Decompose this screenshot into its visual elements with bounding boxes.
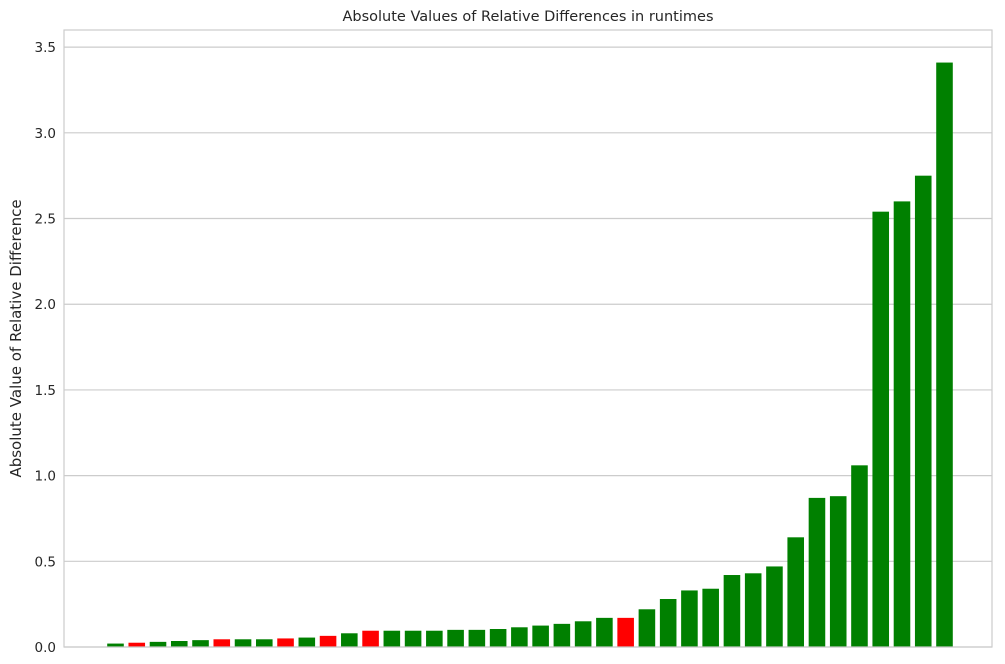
bar xyxy=(829,496,847,647)
y-tick-label: 0.0 xyxy=(35,640,56,656)
bar xyxy=(107,643,124,647)
bar xyxy=(362,630,379,647)
y-tick-label: 0.5 xyxy=(35,554,56,570)
bar xyxy=(298,637,316,647)
bar xyxy=(149,641,167,647)
y-tick-label: 1.5 xyxy=(35,383,56,399)
y-tick-label: 1.0 xyxy=(35,469,56,485)
bar xyxy=(341,633,358,647)
bar xyxy=(596,617,613,647)
bar xyxy=(404,630,422,647)
bar xyxy=(787,537,804,647)
bar xyxy=(532,625,549,647)
bar xyxy=(277,638,294,647)
bar xyxy=(766,566,783,647)
bar xyxy=(914,175,932,647)
bars xyxy=(107,62,953,648)
y-tick-label: 2.5 xyxy=(35,212,56,228)
bar xyxy=(511,627,528,647)
plot-frame xyxy=(63,29,993,648)
bar xyxy=(659,599,677,647)
bar xyxy=(170,641,188,647)
y-tick-labels: 0.0 0.5 1.0 1.5 2.0 2.5 3.0 3.5 xyxy=(35,40,56,656)
bar xyxy=(893,201,911,647)
bar xyxy=(872,211,890,648)
y-tick-label: 2.0 xyxy=(35,297,56,313)
bar xyxy=(468,629,486,647)
bar xyxy=(617,617,634,647)
bar xyxy=(256,639,273,647)
bar xyxy=(213,639,231,647)
bar xyxy=(744,573,762,647)
bar xyxy=(319,635,337,647)
bar xyxy=(383,630,401,647)
bar xyxy=(192,640,209,647)
bar xyxy=(936,62,953,648)
y-axis-label: Absolute Value of Relative Difference xyxy=(7,199,25,477)
bar xyxy=(489,629,507,647)
bar xyxy=(681,590,698,647)
chart-title: Absolute Values of Relative Differences … xyxy=(342,9,713,25)
bar xyxy=(723,575,741,647)
bar xyxy=(702,588,719,647)
gridlines xyxy=(64,46,992,648)
bar xyxy=(638,609,656,647)
y-tick-label: 3.5 xyxy=(35,40,56,56)
bar xyxy=(808,497,826,647)
bar xyxy=(574,621,592,647)
y-tick-label: 3.0 xyxy=(35,126,56,142)
bar xyxy=(851,465,868,647)
bar xyxy=(234,639,252,647)
bar xyxy=(128,642,146,647)
bar xyxy=(553,623,571,647)
bar xyxy=(447,629,464,647)
bar xyxy=(426,630,443,647)
